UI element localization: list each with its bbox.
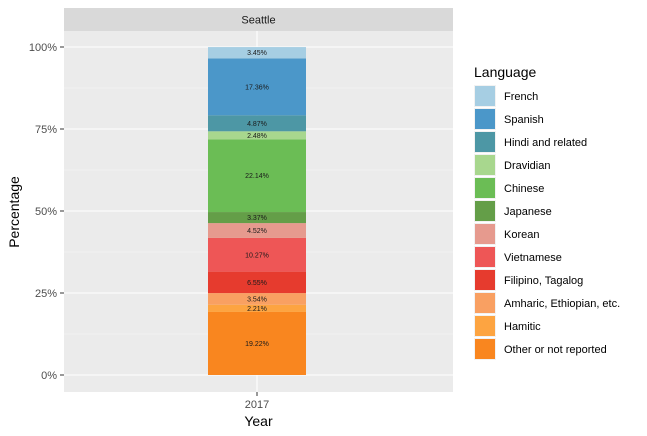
legend-title: Language (474, 64, 537, 80)
bar-segment (208, 47, 306, 59)
bar-segment (208, 212, 306, 224)
y-axis-title: Percentage (6, 176, 22, 248)
bar-segment (208, 293, 306, 305)
data-label: 3.54% (247, 296, 267, 303)
data-label: 3.37% (247, 215, 267, 222)
bar-segment (208, 271, 306, 294)
legend-swatch (475, 247, 495, 267)
legend-label: French (504, 91, 538, 103)
data-label: 2.21% (247, 306, 267, 313)
bar-segments (208, 47, 306, 375)
bar-segment (208, 311, 306, 375)
data-labels: 19.22% 2.21% 3.54% 6.55% 10.27% 4.52% 3.37% 22.… (245, 50, 269, 348)
y-tick-label: 0% (41, 370, 57, 382)
data-label: 4.52% (247, 228, 267, 235)
data-label: 10.27% (245, 252, 269, 259)
bar-segment (208, 139, 306, 213)
data-label: 22.14% (245, 173, 269, 180)
data-label: 19.22% (245, 341, 269, 348)
legend-label: Hamitic (504, 321, 541, 333)
legend-label: Korean (504, 229, 539, 241)
bar-segment (208, 304, 306, 312)
legend-label: Japanese (504, 206, 552, 218)
x-tick-label: 2017 (245, 399, 269, 411)
legend-swatch (475, 270, 495, 290)
legend-items: French Spanish Hindi and related Dravidian C… (474, 85, 620, 360)
y-tick-label: 75% (35, 124, 57, 136)
y-tick-label: 100% (29, 42, 57, 54)
bar-segment (208, 223, 306, 238)
legend-swatch (475, 155, 495, 175)
legend-swatch (475, 109, 495, 129)
data-label: 17.36% (245, 84, 269, 91)
data-label: 2.48% (247, 133, 267, 140)
legend-swatch (475, 339, 495, 359)
legend-swatch (475, 178, 495, 198)
legend-label: Vietnamese (504, 252, 562, 264)
facet-strip (64, 8, 453, 31)
legend-label: Amharic, Ethiopian, etc. (504, 298, 620, 310)
legend-label: Spanish (504, 114, 544, 126)
y-tick-label: 50% (35, 206, 57, 218)
legend-label: Filipino, Tagalog (504, 275, 583, 287)
legend-swatch (475, 132, 495, 152)
y-axis-ticks: 0% 25% 50% 75% 100% (29, 42, 64, 382)
legend-swatch (475, 293, 495, 313)
data-label: 6.55% (247, 280, 267, 287)
facet-strip-label: Seattle (241, 15, 275, 27)
legend-swatch (475, 86, 495, 106)
bar-segment (208, 237, 306, 272)
data-label: 4.87% (247, 121, 267, 128)
legend: Language French Spanish Hindi and related D… (474, 64, 620, 360)
x-axis-ticks: 2017 (245, 392, 269, 411)
legend-label: Hindi and related (504, 137, 587, 149)
legend-swatch (475, 201, 495, 221)
data-label: 3.45% (247, 50, 267, 57)
bar-segment (208, 131, 306, 140)
legend-swatch (475, 224, 495, 244)
bar-segment (208, 115, 306, 132)
legend-label: Chinese (504, 183, 544, 195)
legend-label: Dravidian (504, 160, 550, 172)
y-tick-label: 25% (35, 288, 57, 300)
legend-swatch (475, 316, 495, 336)
x-axis-title: Year (244, 413, 273, 429)
bar-segment (208, 58, 306, 116)
legend-label: Other or not reported (504, 344, 607, 356)
